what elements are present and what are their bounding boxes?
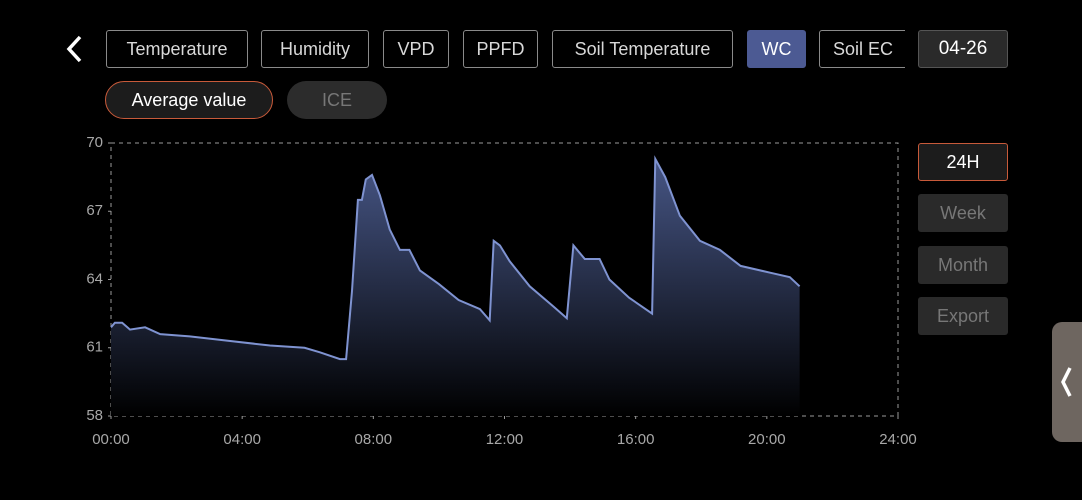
tab-bar: Temperature Humidity VPD PPFD Soil Tempe… — [100, 0, 905, 80]
tab[interactable]: VPD — [383, 30, 449, 68]
range-button[interactable]: Month — [918, 246, 1008, 284]
plot-frame — [110, 142, 899, 417]
tab[interactable]: WC — [747, 30, 806, 68]
y-tick-label: 64 — [86, 270, 103, 287]
range-button[interactable]: 24H — [918, 143, 1008, 181]
tab[interactable]: Soil EC — [819, 30, 905, 68]
date-picker[interactable]: 04-26 — [918, 30, 1008, 68]
x-tick-label: 20:00 — [748, 431, 786, 448]
x-tick-label: 12:00 — [486, 431, 524, 448]
mode-button[interactable]: ICE — [287, 81, 387, 119]
tab[interactable]: Soil Temperature — [552, 30, 733, 68]
tab[interactable]: PPFD — [463, 30, 538, 68]
x-tick-label: 16:00 — [617, 431, 655, 448]
y-tick-label: 70 — [86, 134, 103, 151]
tab[interactable]: Humidity — [261, 30, 369, 68]
y-tick-label: 58 — [86, 407, 103, 424]
x-tick-label: 08:00 — [355, 431, 393, 448]
y-tick-label: 61 — [86, 339, 103, 356]
back-button[interactable] — [60, 30, 90, 68]
side-drawer-handle[interactable] — [1052, 322, 1082, 442]
x-tick-label: 04:00 — [223, 431, 261, 448]
export-button[interactable]: Export — [918, 297, 1008, 335]
line — [110, 155, 801, 361]
y-tick-label: 67 — [86, 202, 103, 219]
x-tick-label: 24:00 — [879, 431, 917, 448]
range-button[interactable]: Week — [918, 194, 1008, 232]
mode-button[interactable]: Average value — [105, 81, 273, 119]
x-tick-label: 00:00 — [92, 431, 130, 448]
area-fill — [111, 158, 800, 416]
tab[interactable]: Temperature — [106, 30, 248, 68]
